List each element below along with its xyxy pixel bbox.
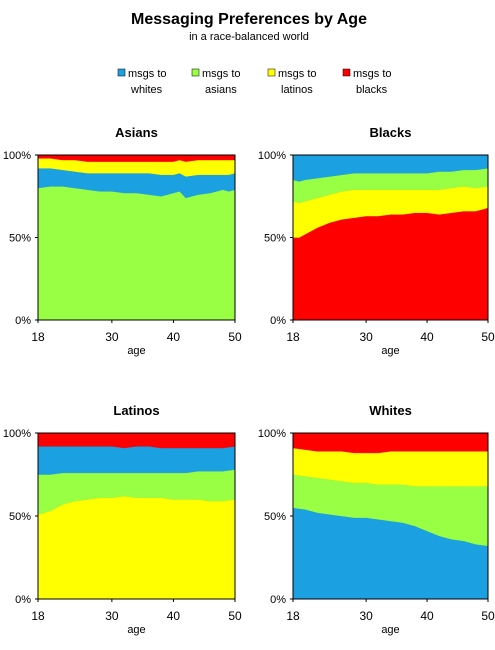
legend-item-msgs-to-asians: msgs to asians <box>191 68 241 96</box>
x-tick-label: 50 <box>481 609 495 623</box>
y-tick-label: 100% <box>3 428 31 440</box>
legend: msgs to whites msgs to asians msgs to latinos… <box>117 68 392 96</box>
panel-asians: Asians 0% 50% 100% 18 30 40 50 age <box>3 125 242 357</box>
x-tick-label: 18 <box>31 330 45 344</box>
chart-subtitle: in a race-balanced world <box>189 31 309 43</box>
x-tick-label: 40 <box>420 609 434 623</box>
legend-label: msgs to <box>353 68 392 80</box>
panel-whites: Whites 0% 50% 100% 18 30 40 50 age <box>258 403 495 636</box>
x-tick-label: 30 <box>359 330 373 344</box>
x-tick-label: 40 <box>420 330 434 344</box>
area-msgs-to-latinos <box>37 495 236 600</box>
legend-label: msgs to <box>202 68 241 80</box>
y-tick-label: 50% <box>9 233 31 245</box>
legend-item-msgs-to-latinos: msgs to latinos <box>267 68 317 96</box>
x-tick-label: 50 <box>228 609 242 623</box>
legend-label: whites <box>130 84 163 96</box>
legend-label: blacks <box>356 84 388 96</box>
x-axis-label: age <box>127 624 145 636</box>
y-tick-label: 50% <box>264 233 286 245</box>
chart-title: Messaging Preferences by Age <box>131 11 367 28</box>
x-tick-label: 50 <box>228 330 242 344</box>
legend-label: msgs to <box>278 68 317 80</box>
panels: Asians 0% 50% 100% 18 30 40 50 age Blacks 0% 50% 100… <box>3 125 495 636</box>
x-tick-label: 18 <box>31 609 45 623</box>
y-tick-label: 0% <box>270 594 286 606</box>
x-tick-label: 30 <box>359 609 373 623</box>
x-tick-label: 18 <box>286 330 300 344</box>
area-msgs-to-blacks <box>292 432 489 454</box>
y-tick-label: 100% <box>258 428 286 440</box>
x-tick-label: 40 <box>167 609 181 623</box>
panel-title: Latinos <box>113 403 159 418</box>
x-tick-label: 40 <box>167 330 181 344</box>
y-tick-label: 0% <box>15 594 31 606</box>
y-tick-label: 50% <box>264 511 286 523</box>
legend-swatch <box>191 68 200 77</box>
y-tick-label: 100% <box>3 150 31 162</box>
y-tick-label: 50% <box>9 511 31 523</box>
x-axis-label: age <box>381 345 399 357</box>
x-axis-label: age <box>381 624 399 636</box>
x-tick-label: 30 <box>105 330 119 344</box>
x-tick-label: 50 <box>481 330 495 344</box>
x-tick-label: 30 <box>105 609 119 623</box>
legend-swatch <box>342 68 351 77</box>
x-tick-label: 18 <box>286 609 300 623</box>
legend-label: msgs to <box>128 68 167 80</box>
panel-title: Asians <box>115 125 158 140</box>
legend-item-msgs-to-whites: msgs to whites <box>117 68 167 96</box>
y-tick-label: 0% <box>15 315 31 327</box>
legend-item-msgs-to-blacks: msgs to blacks <box>342 68 392 96</box>
area-msgs-to-asians <box>37 186 236 321</box>
area-msgs-to-blacks <box>37 432 236 449</box>
area-msgs-to-whites <box>37 446 236 475</box>
panel-latinos: Latinos 0% 50% 100% 18 30 40 50 age <box>3 403 242 636</box>
panel-title: Blacks <box>370 125 412 140</box>
legend-swatch <box>267 68 276 77</box>
x-axis-label: age <box>127 345 145 357</box>
legend-label: latinos <box>281 84 313 96</box>
legend-label: asians <box>205 84 237 96</box>
y-tick-label: 100% <box>258 150 286 162</box>
legend-swatch <box>117 68 126 77</box>
y-tick-label: 0% <box>270 315 286 327</box>
panel-blacks: Blacks 0% 50% 100% 18 30 40 50 age <box>258 125 495 357</box>
panel-title: Whites <box>369 403 412 418</box>
